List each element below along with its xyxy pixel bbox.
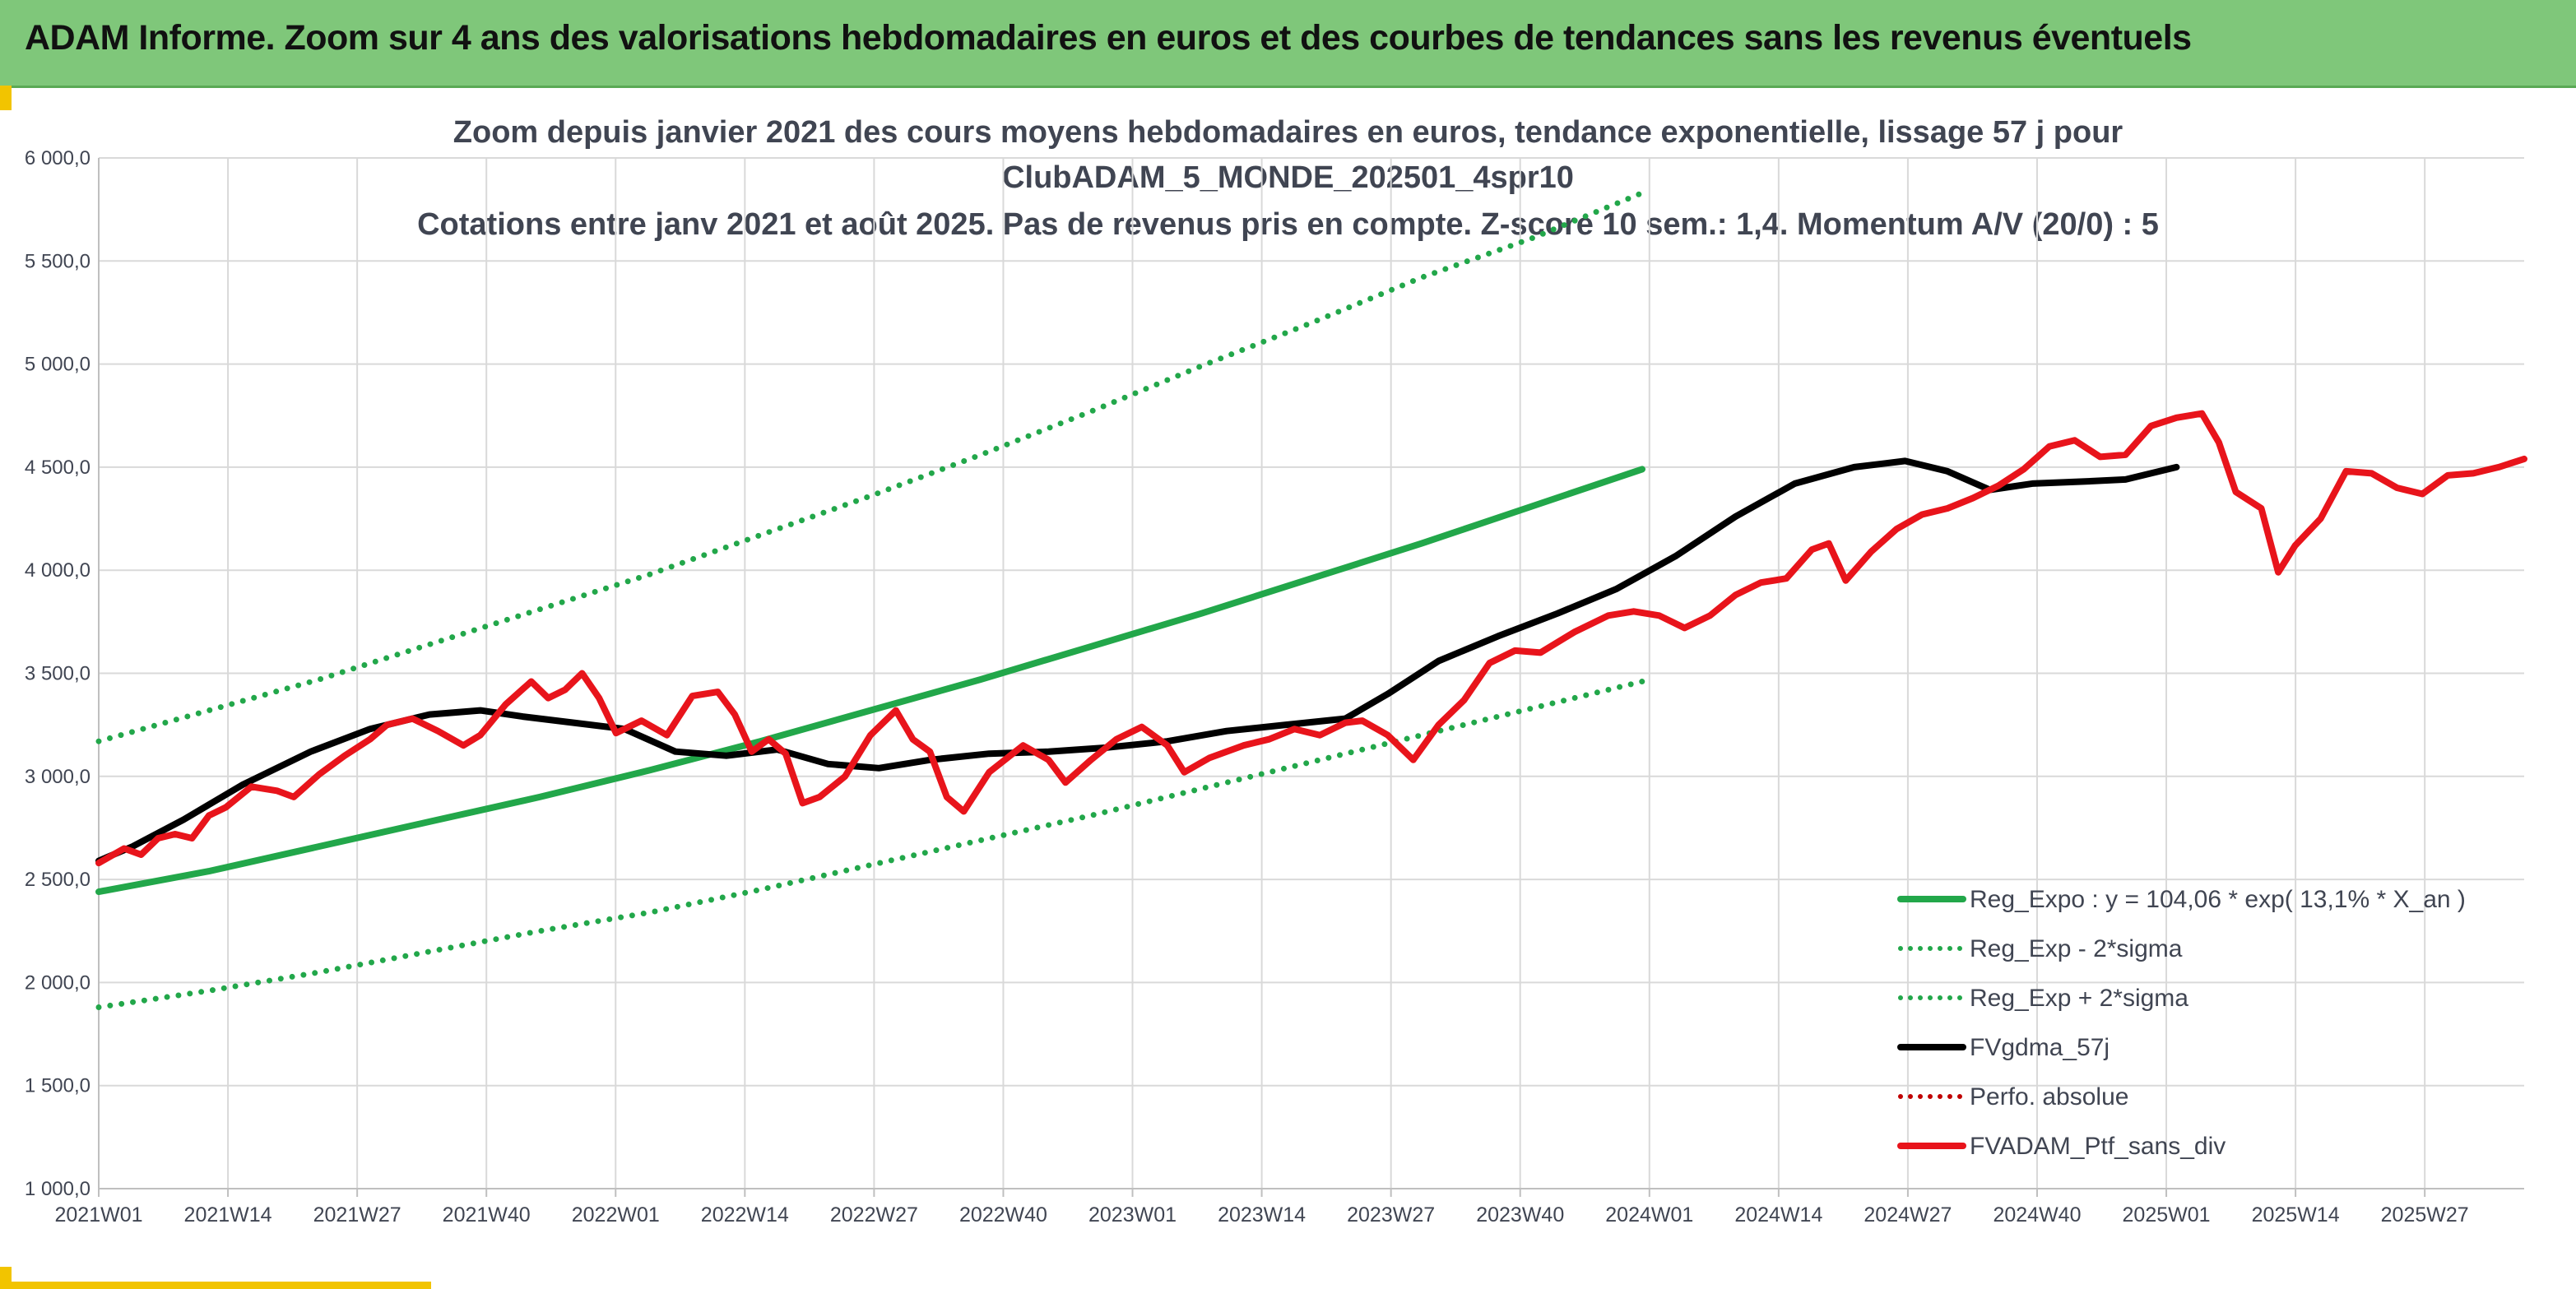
x-tick-label: 2023W14	[1218, 1203, 1306, 1226]
grid-lines	[98, 157, 2524, 1189]
x-tick-label: 2025W27	[2381, 1203, 2469, 1226]
series-line-2	[95, 190, 1645, 744]
legend-label: Perfo. absolue	[1970, 1083, 2128, 1110]
x-tick-label: 2024W27	[1864, 1203, 1952, 1226]
corner-accent-top-left	[0, 86, 12, 110]
y-tick-label: 3 000,0	[25, 766, 91, 788]
corner-accent-bottom-bar	[12, 1282, 431, 1289]
chart-title-line-1: Zoom depuis janvier 2021 des cours moyen…	[453, 115, 2123, 150]
series-lines	[95, 190, 2527, 1010]
x-tick-label: 2021W40	[443, 1203, 531, 1226]
x-tick-label: 2022W27	[830, 1203, 918, 1226]
y-tick-label: 5 000,0	[25, 354, 91, 376]
x-tick-label: 2023W27	[1347, 1203, 1435, 1226]
axes: 1 000,0 1 500,0 2 000,0 2 500,0 3 000,0 3 500…	[25, 147, 2524, 1226]
y-tick-label: 4 000,0	[25, 559, 91, 582]
y-tick-label: 6 000,0	[25, 147, 91, 169]
x-tick-label: 2022W14	[701, 1203, 789, 1226]
x-tick-label: 2025W14	[2252, 1203, 2340, 1226]
x-tick-label: 2024W40	[1993, 1203, 2081, 1226]
title-banner: ADAM Informe. Zoom sur 4 ans des valoris…	[0, 0, 2576, 88]
chart-title-line-2: ClubADAM_5_MONDE_202501_4spr10	[1002, 160, 1574, 195]
y-tick-label: 3 500,0	[25, 663, 91, 685]
x-tick-label: 2021W01	[54, 1203, 142, 1226]
x-tick-label: 2024W14	[1734, 1203, 1822, 1226]
y-tick-label: 1 500,0	[25, 1075, 91, 1097]
x-tick-label: 2022W40	[959, 1203, 1047, 1226]
series-line-3	[95, 457, 2180, 865]
series-line-5	[95, 410, 2527, 867]
x-tick-label: 2023W40	[1476, 1203, 1564, 1226]
y-tick-label: 5 500,0	[25, 250, 91, 272]
chart-title-line-3: Cotations entre janv 2021 et août 2025. …	[417, 207, 2159, 242]
x-tick-label: 2025W01	[2123, 1203, 2211, 1226]
legend: Reg_Expo : y = 104,06 * exp( 13,1% * X_a…	[1897, 886, 2466, 1160]
legend-label: Reg_Exp + 2*sigma	[1970, 985, 2188, 1012]
y-tick-label: 1 000,0	[25, 1178, 91, 1200]
legend-label: Reg_Expo : y = 104,06 * exp( 13,1% * X_a…	[1970, 886, 2466, 913]
series-line-1	[95, 679, 1645, 1010]
corner-accent-bottom-left	[0, 1267, 12, 1289]
legend-label: FVgdma_57j	[1970, 1034, 2110, 1061]
x-tick-label: 2021W14	[184, 1203, 272, 1226]
x-tick-label: 2021W27	[313, 1203, 401, 1226]
y-tick-label: 2 000,0	[25, 971, 91, 994]
legend-label: Reg_Exp - 2*sigma	[1970, 935, 2183, 962]
series-line-0	[95, 466, 1645, 896]
legend-label: FVADAM_Ptf_sans_div	[1970, 1133, 2226, 1160]
y-tick-label: 2 500,0	[25, 869, 91, 891]
x-tick-label: 2022W01	[572, 1203, 660, 1226]
x-tick-label: 2023W01	[1088, 1203, 1177, 1226]
y-tick-label: 4 500,0	[25, 457, 91, 479]
x-tick-label: 2024W01	[1605, 1203, 1693, 1226]
report-title: ADAM Informe. Zoom sur 4 ans des valoris…	[25, 18, 2192, 58]
